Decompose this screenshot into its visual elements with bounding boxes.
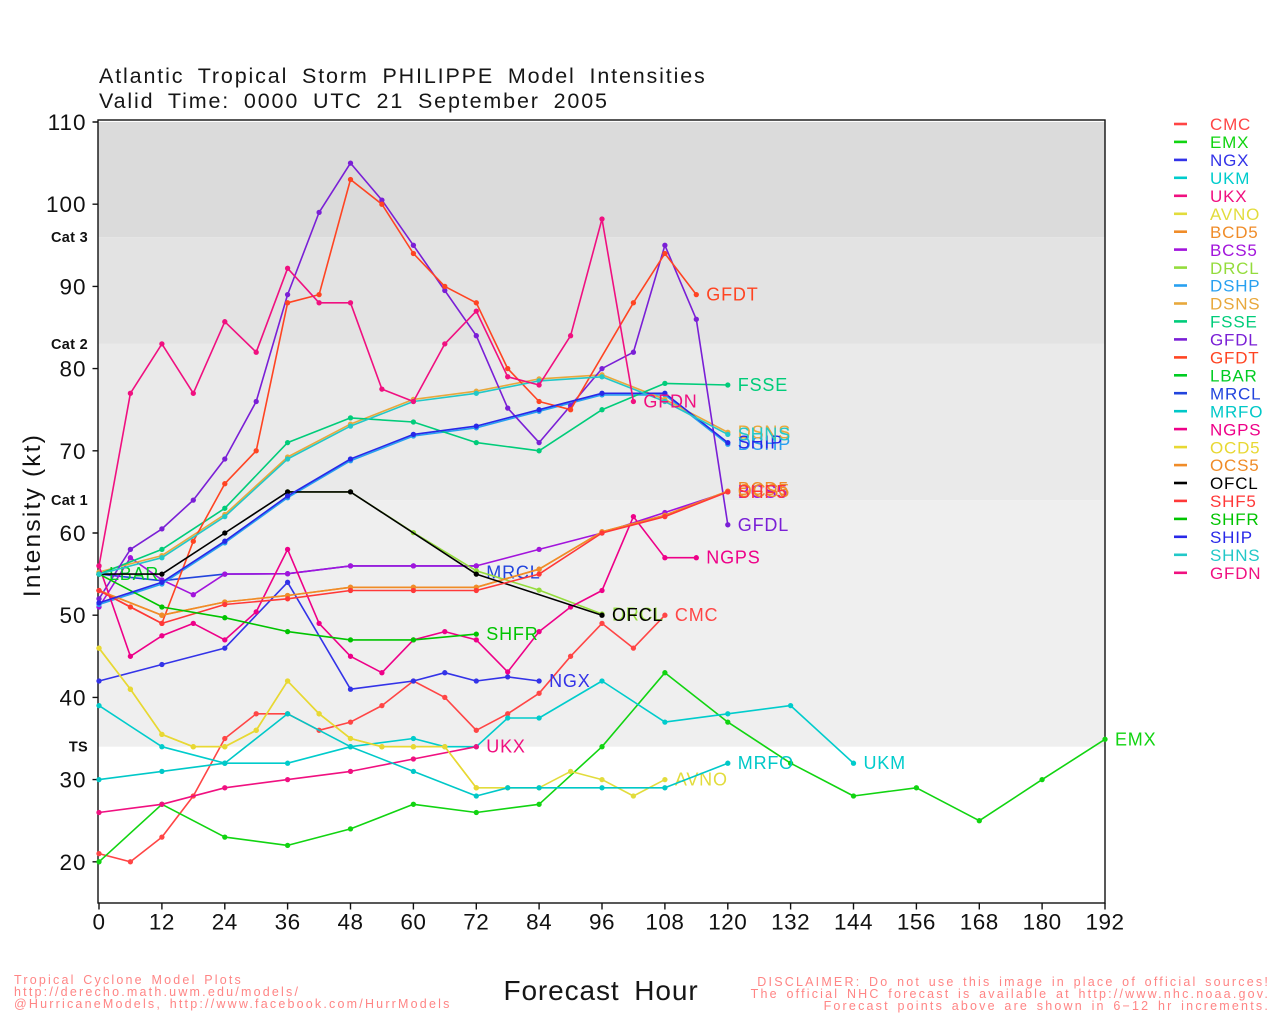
svg-text:Intensity (kt): Intensity (kt) (19, 433, 46, 597)
svg-text:Atlantic Tropical Storm PHILIP: Atlantic Tropical Storm PHILIPPE Model I… (99, 64, 707, 88)
svg-text:Forecast points above are show: Forecast points above are shown in 6−12 … (824, 999, 1270, 1013)
svg-text:192: 192 (1085, 910, 1124, 935)
svg-text:30: 30 (59, 768, 86, 793)
svg-text:NGPS: NGPS (706, 548, 760, 568)
svg-text:108: 108 (645, 910, 684, 935)
svg-text:NGX: NGX (1210, 151, 1249, 170)
svg-text:90: 90 (59, 274, 86, 299)
svg-text:CMC: CMC (1210, 115, 1251, 134)
svg-text:DISCLAIMER: Do not use this im: DISCLAIMER: Do not use this image in pla… (757, 975, 1270, 989)
svg-text:LBAR: LBAR (1210, 367, 1258, 386)
svg-text:AVNO: AVNO (1210, 205, 1260, 224)
svg-text:144: 144 (834, 910, 873, 935)
svg-text:OFCL: OFCL (612, 605, 663, 625)
svg-text:Tropical Cyclone Model Plots: Tropical Cyclone Model Plots (14, 973, 243, 987)
svg-text:60: 60 (59, 521, 86, 546)
svg-text:UKM: UKM (864, 753, 906, 773)
svg-text:96: 96 (589, 910, 615, 935)
svg-text:36: 36 (275, 910, 301, 935)
svg-text:OCD5: OCD5 (1210, 438, 1260, 457)
svg-text:Cat 3: Cat 3 (51, 230, 88, 246)
svg-text:SHNS: SHNS (1210, 546, 1260, 565)
svg-text:UKX: UKX (1210, 187, 1247, 206)
svg-text:72: 72 (463, 910, 489, 935)
svg-text:The official NHC forecast is a: The official NHC forecast is available a… (751, 987, 1270, 1001)
svg-text:Valid Time: 0000 UTC 21 Septem: Valid Time: 0000 UTC 21 September 2005 (99, 89, 609, 113)
svg-text:OCS5: OCS5 (1210, 456, 1260, 475)
svg-text:GFDN: GFDN (1210, 564, 1261, 583)
svg-text:DSHP: DSHP (738, 434, 791, 454)
svg-text:50: 50 (59, 603, 86, 628)
svg-text:EMX: EMX (1210, 133, 1249, 152)
svg-text:GFDL: GFDL (738, 515, 789, 535)
svg-text:GFDT: GFDT (706, 285, 758, 305)
svg-text:NGX: NGX (549, 671, 590, 691)
svg-text:BCS5: BCS5 (738, 482, 788, 502)
svg-text:UKX: UKX (486, 737, 525, 757)
svg-text:GFDL: GFDL (1210, 331, 1259, 350)
svg-text:NGPS: NGPS (1210, 420, 1261, 439)
svg-text:SHFR: SHFR (486, 624, 538, 644)
svg-text:MRCL: MRCL (1210, 384, 1261, 403)
svg-text:SHF5: SHF5 (1210, 492, 1257, 511)
svg-text:120: 120 (708, 910, 747, 935)
svg-text:DSNS: DSNS (1210, 295, 1260, 314)
svg-text:DRCL: DRCL (1210, 259, 1260, 278)
svg-text:@HurricaneModels, http://www.f: @HurricaneModels, http://www.facebook.co… (14, 997, 452, 1011)
svg-text:AVNO: AVNO (675, 770, 728, 790)
svg-text:GFDN: GFDN (643, 392, 697, 412)
svg-text:SHF5: SHF5 (738, 482, 787, 502)
svg-text:Cat 1: Cat 1 (51, 493, 88, 509)
svg-text:BCD5: BCD5 (738, 479, 789, 499)
svg-text:OCS5: OCS5 (738, 481, 790, 501)
svg-text:OFCL: OFCL (1210, 474, 1259, 493)
svg-text:132: 132 (771, 910, 810, 935)
svg-text:GFDT: GFDT (1210, 349, 1259, 368)
svg-text:FSSE: FSSE (1210, 313, 1258, 332)
svg-text:DSNS: DSNS (738, 422, 791, 442)
svg-text:Forecast Hour: Forecast Hour (503, 975, 698, 1006)
svg-text:24: 24 (212, 910, 238, 935)
svg-text:168: 168 (960, 910, 999, 935)
svg-text:CMC: CMC (675, 605, 718, 625)
svg-text:12: 12 (149, 910, 175, 935)
svg-text:BCS5: BCS5 (1210, 241, 1258, 260)
svg-text:80: 80 (59, 357, 86, 382)
svg-text:84: 84 (526, 910, 552, 935)
svg-text:60: 60 (400, 910, 426, 935)
svg-text:http://derecho.math.uwm.edu/mo: http://derecho.math.uwm.edu/models/ (14, 985, 300, 999)
svg-text:100: 100 (46, 192, 87, 217)
svg-text:156: 156 (897, 910, 936, 935)
svg-text:FSSE: FSSE (738, 375, 788, 395)
svg-text:UKM: UKM (1210, 169, 1250, 188)
svg-text:SHIP: SHIP (1210, 528, 1253, 547)
svg-text:48: 48 (337, 910, 363, 935)
svg-text:DSHP: DSHP (1210, 277, 1260, 296)
svg-text:40: 40 (59, 685, 86, 710)
svg-text:MRFO: MRFO (738, 753, 794, 773)
svg-text:180: 180 (1023, 910, 1062, 935)
svg-text:SHIP: SHIP (738, 433, 783, 453)
svg-text:SHNS: SHNS (738, 424, 791, 444)
svg-text:20: 20 (59, 850, 86, 875)
svg-text:0: 0 (92, 910, 105, 935)
svg-text:SHFR: SHFR (1210, 510, 1259, 529)
svg-text:110: 110 (48, 110, 87, 135)
svg-text:Cat 2: Cat 2 (51, 337, 88, 353)
svg-text:70: 70 (59, 439, 86, 464)
svg-text:TS: TS (69, 740, 88, 756)
svg-text:EMX: EMX (1115, 729, 1156, 749)
svg-text:DRCL: DRCL (612, 604, 664, 624)
svg-text:BCD5: BCD5 (1210, 223, 1259, 242)
svg-text:MRFO: MRFO (1210, 402, 1263, 421)
